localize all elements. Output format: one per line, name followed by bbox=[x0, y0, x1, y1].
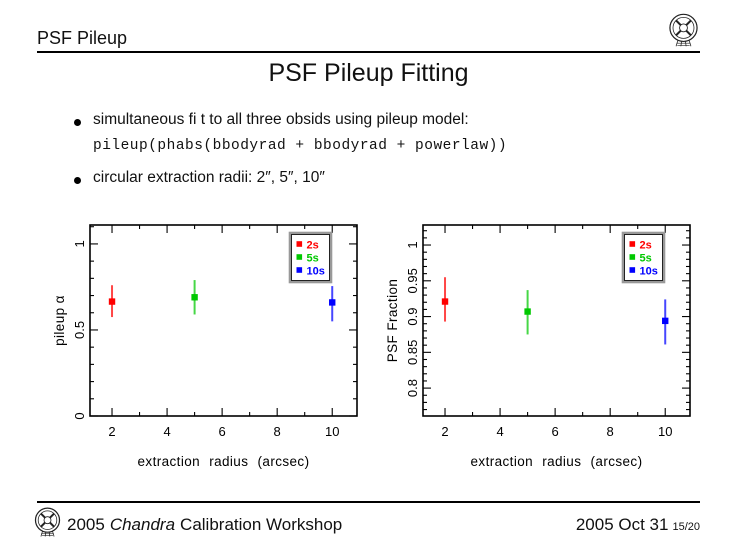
data-point-2s bbox=[108, 298, 116, 305]
y-axis-label: PSF Fraction bbox=[385, 279, 400, 363]
x-tick-label: 6 bbox=[552, 424, 559, 439]
x-tick-label: 10 bbox=[325, 424, 339, 439]
x-tick-label: 6 bbox=[219, 424, 226, 439]
y-tick-label: 1 bbox=[72, 240, 87, 247]
legend-label: 2s bbox=[640, 240, 652, 252]
footer-divider bbox=[37, 501, 700, 503]
legend-marker bbox=[629, 241, 636, 247]
chandra-logo-icon bbox=[34, 507, 61, 537]
footer-suffix: Calibration Workshop bbox=[180, 515, 343, 534]
bullet-icon bbox=[74, 119, 81, 126]
y-tick-label: 0.8 bbox=[405, 379, 420, 397]
plot-frame bbox=[89, 224, 358, 417]
legend-marker bbox=[296, 254, 303, 260]
legend-marker bbox=[296, 267, 303, 273]
footer-year: 2005 bbox=[67, 515, 105, 534]
x-tick-label: 2 bbox=[441, 424, 448, 439]
plot-frame bbox=[422, 224, 691, 417]
x-tick-label: 4 bbox=[163, 424, 170, 439]
legend-border bbox=[288, 231, 333, 284]
legend-label: 5s bbox=[307, 253, 319, 265]
legend-marker bbox=[296, 241, 303, 247]
legend-label: 2s bbox=[307, 240, 319, 252]
y-tick-label: 0 bbox=[72, 412, 87, 419]
footer-date-page: 2005 Oct 31 15/20 bbox=[576, 515, 700, 535]
y-tick-label: 0.9 bbox=[405, 308, 420, 326]
data-point-2s bbox=[441, 298, 449, 305]
bullet2-text: circular extraction radii: 2″, 5″, 10″ bbox=[93, 169, 325, 186]
slide-title: PSF Pileup Fitting bbox=[268, 59, 469, 87]
data-point-5s bbox=[191, 294, 198, 301]
x-tick-label: 8 bbox=[274, 424, 281, 439]
x-tick-label: 2 bbox=[108, 424, 115, 439]
y-tick-label: 1 bbox=[405, 241, 420, 248]
header-divider bbox=[37, 51, 700, 53]
bullet1-text: simultaneous fi t to all three obsids us… bbox=[93, 111, 469, 128]
footer-workshop-text: 2005 Chandra Calibration Workshop bbox=[67, 515, 342, 535]
legend-label: 5s bbox=[640, 253, 652, 265]
x-tick-label: 10 bbox=[658, 424, 672, 439]
chandra-logo-icon bbox=[669, 13, 698, 47]
x-axis-label: extraction radius (arcsec) bbox=[138, 454, 310, 469]
y-tick-label: 0.85 bbox=[405, 340, 420, 365]
legend-marker bbox=[629, 254, 636, 260]
legend-label: 10s bbox=[640, 266, 658, 278]
data-point-10s bbox=[329, 299, 336, 306]
psf-fraction-plot: 2 4 6 8 10 0.8 0.85 0.9 0.95 1 extraction radius (… bbox=[385, 224, 691, 469]
y-tick-label: 0.95 bbox=[405, 268, 420, 293]
y-tick-label: 0.5 bbox=[72, 321, 87, 339]
legend-marker bbox=[629, 267, 636, 273]
footer-chandra: Chandra bbox=[109, 515, 176, 534]
legend-border bbox=[621, 231, 666, 284]
pileup-alpha-plot: 2 4 6 8 10 0 0.5 1 extraction radius (arcsec) pil… bbox=[52, 224, 358, 469]
pileup-model-code: pileup(phabs(bbodyrad + bbodyrad + power… bbox=[93, 138, 508, 154]
x-axis-label: extraction radius (arcsec) bbox=[471, 454, 643, 469]
y-axis-label: pileup α bbox=[52, 295, 67, 346]
header-title: PSF Pileup bbox=[37, 28, 128, 48]
x-tick-label: 4 bbox=[496, 424, 503, 439]
data-point-10s bbox=[662, 317, 669, 325]
legend-label: 10s bbox=[307, 266, 325, 278]
page-number: 15/20 bbox=[672, 521, 700, 533]
bullet-icon bbox=[74, 177, 81, 184]
footer-date: 2005 Oct 31 bbox=[575, 515, 669, 534]
x-tick-label: 8 bbox=[607, 424, 614, 439]
data-point-5s bbox=[524, 308, 531, 315]
